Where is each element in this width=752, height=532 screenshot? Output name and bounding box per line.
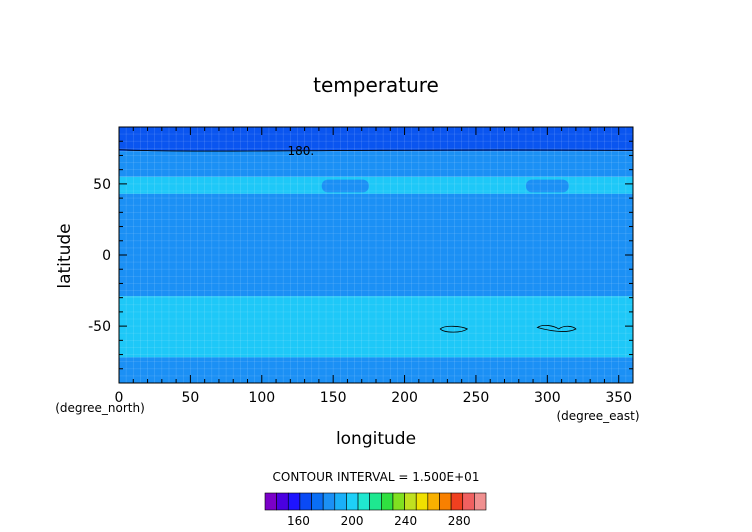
contour-line [439,325,469,333]
colorbar-swatch [450,492,464,511]
x-tick-label: 150 [320,390,347,406]
colorbar-swatch [462,492,475,511]
contour-line [118,149,634,152]
contour-band [119,193,633,297]
contour-gap [321,179,369,193]
contour-label: 180. [287,144,314,158]
colorbar-swatch [276,492,289,511]
x-tick-label: 350 [605,390,632,406]
contour-band [119,151,633,177]
x-tick-label: 300 [534,390,561,406]
colorbar-swatch [392,492,405,511]
x-tick-label: 100 [248,390,275,406]
y-axis-label: latitude [55,223,75,288]
y-tick-label: -50 [88,319,111,335]
y-tick-label: 0 [102,248,111,264]
colorbar-swatch [357,492,370,511]
x-tick-label: 0 [115,390,124,406]
colorbar: 160 200 240 280 [264,492,487,528]
colorbar-swatch [322,492,336,511]
plot-area: 180. 0 50 100 150 200 250 300 350 -50 0 50 [88,126,634,406]
colorbar-tick-label: 160 [287,514,310,528]
x-tick-label: 250 [463,390,490,406]
colorbar-tick-label: 280 [448,514,471,528]
colorbar-swatch [346,492,359,511]
colorbar-swatch [415,492,429,511]
colorbar-swatch [299,492,312,511]
colorbar-swatch [427,492,440,511]
chart-title: temperature [313,73,439,97]
colorbar-swatch [439,492,452,511]
y-unit-label: (degree_north) [55,401,145,415]
x-axis-label: longitude [336,429,416,449]
colorbar-swatch [287,492,301,511]
colorbar-swatch [334,492,347,511]
contour-interval-text: CONTOUR INTERVAL = 1.500E+01 [273,470,480,484]
colorbar-swatch [381,492,394,511]
y-tick-label: 50 [93,177,111,193]
colorbar-tick-label: 240 [394,514,417,528]
x-tick-label: 50 [181,390,199,406]
contour-gap [525,179,569,193]
contour-band [119,176,633,194]
colorbar-swatch [404,492,417,511]
x-tick-label: 200 [391,390,418,406]
colorbar-swatch [264,492,277,511]
contour-band [119,296,633,358]
colorbar-swatch [369,492,382,511]
colorbar-tick-label: 200 [341,514,364,528]
colorbar-swatch [474,492,487,511]
x-unit-label: (degree_east) [556,409,639,423]
colorbar-swatch [311,492,324,511]
contour-line [536,324,577,332]
